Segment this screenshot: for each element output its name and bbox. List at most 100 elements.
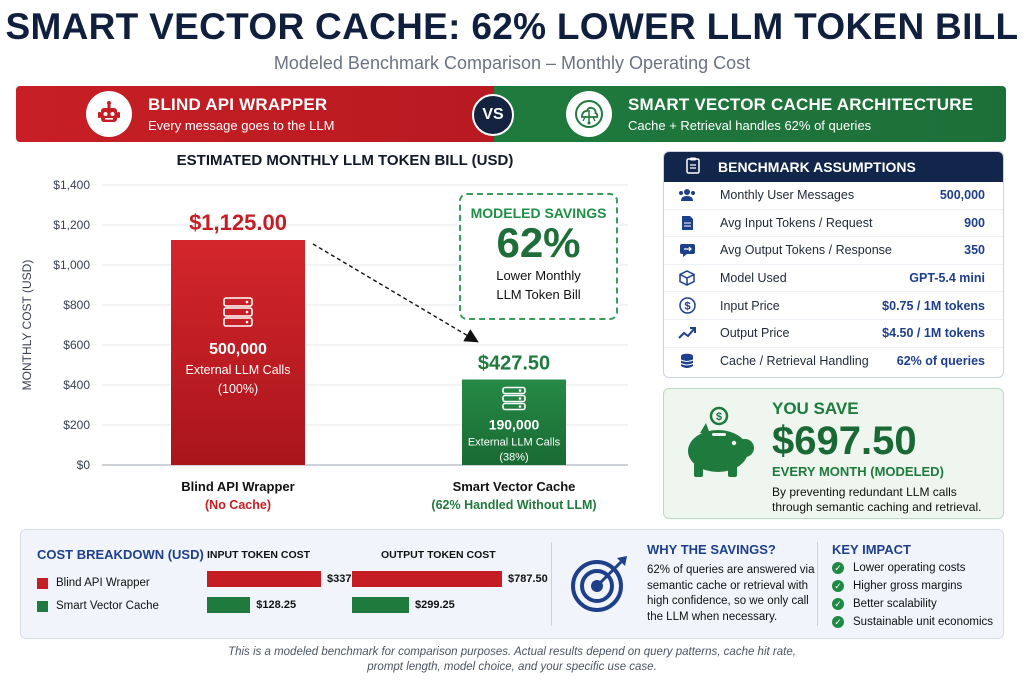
divider (817, 542, 818, 626)
assumption-row: Model Used GPT-5.4 mini (664, 265, 1003, 293)
output-cost-bar (352, 597, 409, 613)
assumption-row: Avg Input Tokens / Request 900 (664, 210, 1003, 238)
y-tick-label: $800 (63, 298, 90, 312)
footer-line1: This is a modeled benchmark for comparis… (228, 646, 796, 658)
x-category-sublabel: (62% Handled Without LLM) (431, 498, 596, 512)
assumption-value: GPT-5.4 mini (909, 271, 985, 286)
legend-swatch-red (37, 577, 48, 589)
assumptions-header: BENCHMARK ASSUMPTIONS (664, 152, 1003, 182)
assumption-value: 500,000 (939, 188, 985, 203)
assumption-value: 900 (964, 215, 985, 230)
key-impact-label: Sustainable unit economics (853, 616, 993, 628)
y-tick-label: $600 (63, 338, 90, 352)
savings-desc-line1: Lower Monthly (496, 268, 581, 283)
legend-label: Smart Vector Cache (56, 600, 159, 612)
key-impact-label: Lower operating costs (853, 562, 966, 574)
svg-text:$: $ (716, 411, 722, 423)
why-savings-text: 62% of queries are answered via semantic… (647, 564, 815, 623)
target-icon (569, 552, 631, 619)
key-impact-label: Higher gross margins (853, 580, 963, 592)
y-axis-label: MONTHLY COST (USD) (20, 260, 34, 391)
banner-left-title: BLIND API WRAPPER (148, 95, 328, 114)
bar-value-label: $1,125.00 (189, 210, 287, 235)
assumption-label: Cache / Retrieval Handling (720, 354, 869, 369)
banner-right-title: SMART VECTOR CACHE ARCHITECTURE (628, 95, 974, 114)
bar-calls-label: External LLM Calls (468, 437, 561, 449)
you-save-description: By preventing redundant LLM calls throug… (772, 485, 997, 515)
you-save-desc-line2: through semantic caching and retrieval. (772, 500, 982, 514)
clipboard-icon (686, 157, 700, 177)
database-icon (664, 353, 710, 369)
benchmark-assumptions-panel: BENCHMARK ASSUMPTIONS Monthly User Messa… (663, 151, 1004, 378)
y-tick-label: $1,400 (53, 178, 90, 192)
server-icon (502, 386, 526, 411)
legend-swatch-green (37, 600, 48, 612)
savings-percent: 62% (496, 219, 581, 266)
assumption-value: $0.75 / 1M tokens (882, 298, 985, 313)
document-icon (664, 215, 710, 231)
output-cost-bar-row: $299.25 (352, 597, 455, 613)
y-tick-label: $1,000 (53, 258, 90, 272)
chart-title: ESTIMATED MONTHLY LLM TOKEN BILL (USD) (176, 152, 514, 169)
bar-calls-count: 500,000 (209, 341, 267, 358)
divider (551, 542, 552, 626)
banner-right-subtitle: Cache + Retrieval handles 62% of queries (628, 118, 872, 133)
input-token-cost-heading: INPUT TOKEN COST (207, 549, 311, 561)
input-cost-bar-row: $128.25 (207, 597, 296, 613)
check-icon: ✓ (832, 580, 844, 592)
y-tick-label: $400 (63, 378, 90, 392)
assumption-row: Monthly User Messages 500,000 (664, 182, 1003, 210)
legend-blind-api: Blind API Wrapper (37, 577, 150, 589)
output-cost-value: $787.50 (508, 573, 548, 585)
footer-disclaimer: This is a modeled benchmark for comparis… (0, 645, 1024, 675)
server-icon (223, 297, 253, 327)
assumption-value: $4.50 / 1M tokens (882, 326, 985, 341)
input-cost-bar (207, 597, 251, 613)
you-save-desc-line1: By preventing redundant LLM calls (772, 485, 957, 499)
robot-icon (86, 91, 132, 137)
banner-smart-cache: SMART VECTOR CACHE ARCHITECTURE Cache + … (494, 86, 1006, 142)
bar-chart: $0 $200 $400 $600 $800 $1,000 $1,200 $1,400 MONT… (20, 178, 628, 512)
key-impact-title: KEY IMPACT (832, 542, 911, 557)
input-cost-value: $128.25 (256, 599, 297, 611)
assumption-label: Output Price (720, 326, 790, 341)
y-tick-label: $1,200 (53, 218, 90, 232)
assumption-value: 62% of queries (896, 354, 985, 369)
bar-calls-label: External LLM Calls (186, 363, 291, 377)
trend-icon (664, 326, 710, 340)
output-cost-value: $299.25 (415, 599, 455, 611)
assumption-label: Monthly User Messages (720, 188, 855, 203)
you-save-panel: $ YOU SAVE $697.50 EVERY MONTH (MODELED)… (663, 388, 1004, 519)
input-cost-bar (207, 571, 321, 587)
users-icon (664, 188, 710, 202)
footer-line2: prompt length, model choice, and your sp… (367, 661, 657, 673)
output-cost-bar-row: $787.50 (352, 571, 548, 587)
x-category-label: Blind API Wrapper (181, 479, 294, 494)
bar-blind-api (171, 240, 305, 465)
bar-calls-count: 190,000 (489, 417, 540, 433)
vs-badge: VS (472, 94, 514, 136)
you-save-label: YOU SAVE (772, 399, 859, 418)
assumption-row: Output Price $4.50 / 1M tokens (664, 320, 1003, 348)
you-save-amount: $697.50 (772, 419, 917, 463)
assumption-label: Input Price (720, 298, 780, 313)
svg-text:$: $ (684, 301, 690, 313)
y-tick-label: $0 (77, 458, 91, 472)
assumption-value: 350 (964, 243, 985, 258)
legend-label: Blind API Wrapper (56, 577, 150, 589)
savings-label: MODELED SAVINGS (470, 205, 607, 221)
cube-icon (664, 270, 710, 286)
key-impact-item: ✓ Lower operating costs (832, 562, 966, 574)
assumption-label: Model Used (720, 271, 787, 286)
output-token-cost-heading: OUTPUT TOKEN COST (381, 549, 496, 561)
you-save-period: EVERY MONTH (MODELED) (772, 464, 944, 479)
chat-icon (664, 243, 710, 258)
bar-calls-percent: (38%) (499, 452, 528, 464)
x-category-label: Smart Vector Cache (453, 479, 576, 494)
bar-value-label: $427.50 (478, 353, 550, 375)
assumptions-title: BENCHMARK ASSUMPTIONS (718, 159, 916, 175)
legend-smart-cache: Smart Vector Cache (37, 600, 159, 612)
assumption-row: $ Input Price $0.75 / 1M tokens (664, 292, 1003, 320)
y-tick-label: $200 (63, 418, 90, 432)
input-cost-bar-row: $337.50 (207, 571, 367, 587)
